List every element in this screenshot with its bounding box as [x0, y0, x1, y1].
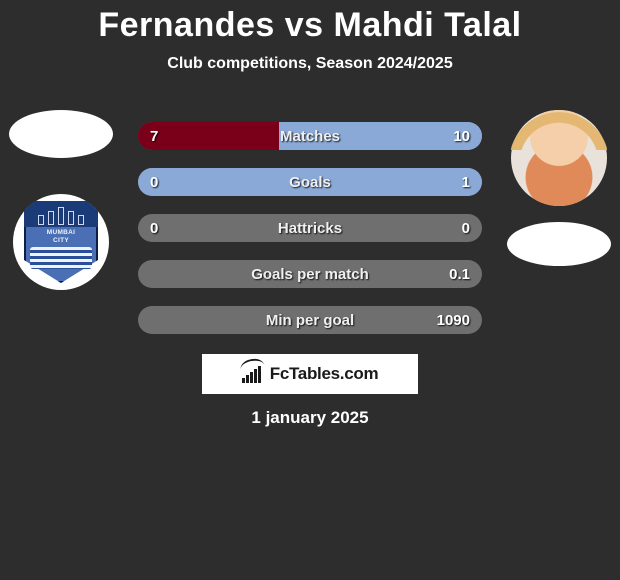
left-player-column: MUMBAICITY [6, 110, 116, 290]
player-face-icon [511, 110, 607, 206]
stat-label: Hattricks [138, 214, 482, 242]
right-player-photo [511, 110, 607, 206]
stat-bar: 1090Min per goal [138, 306, 482, 334]
left-club-badge: MUMBAICITY [13, 194, 109, 290]
right-player-column [504, 110, 614, 266]
stat-bar: 01Goals [138, 168, 482, 196]
stat-label: Min per goal [138, 306, 482, 334]
stat-label: Matches [138, 122, 482, 150]
left-player-photo [9, 110, 113, 158]
stat-bar: 710Matches [138, 122, 482, 150]
page-title: Fernandes vs Mahdi Talal [0, 0, 620, 45]
right-club-badge [507, 222, 611, 266]
generation-date: 1 january 2025 [0, 408, 620, 428]
brand-box[interactable]: FcTables.com [202, 354, 418, 394]
mumbai-city-badge-icon: MUMBAICITY [24, 201, 98, 283]
subtitle: Club competitions, Season 2024/2025 [0, 55, 620, 73]
stat-bar: 0.1Goals per match [138, 260, 482, 288]
stat-bar: 00Hattricks [138, 214, 482, 242]
stat-bars: 710Matches 01Goals 00Hattricks 0.1Goals per… [138, 122, 482, 334]
stat-label: Goals [138, 168, 482, 196]
fctables-logo-icon [242, 365, 264, 383]
brand-text: FcTables.com [270, 364, 379, 384]
stat-label: Goals per match [138, 260, 482, 288]
